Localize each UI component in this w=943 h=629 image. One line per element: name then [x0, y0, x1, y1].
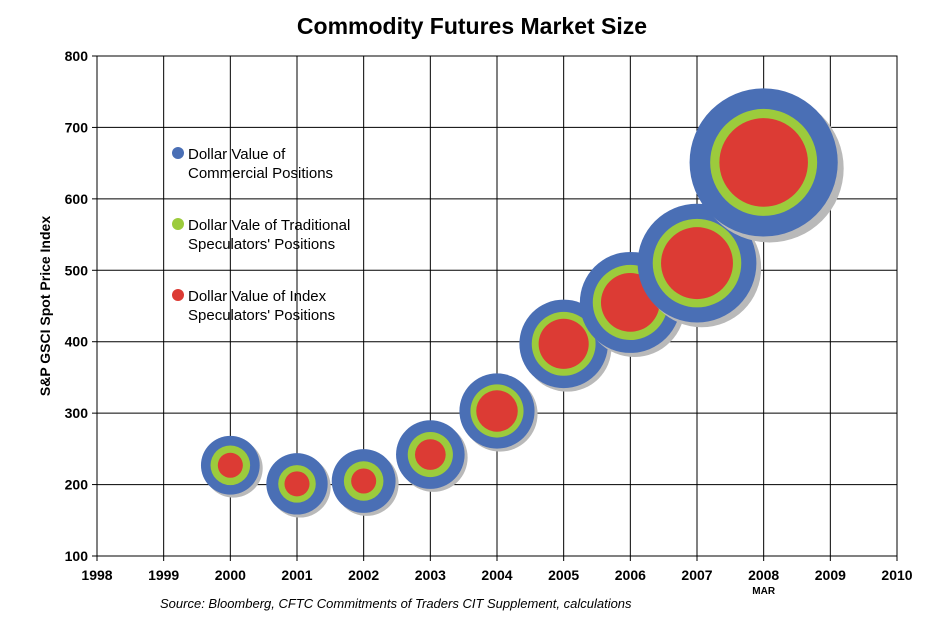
index-bubble	[719, 118, 808, 207]
x-sublabel: MAR	[752, 586, 776, 597]
legend-marker	[172, 147, 184, 159]
index-bubble	[217, 452, 243, 478]
legend-item-index: Dollar Value of Index Speculators' Positi…	[172, 288, 335, 324]
x-axis-ticks: 1998 1999 2000 2001 2002 2003 2004 2005 2006 2007…	[81, 556, 913, 597]
x-tick-label: 2000	[215, 567, 246, 583]
y-tick-label: 800	[65, 48, 89, 64]
index-bubble	[414, 439, 446, 470]
legend-label: Dollar Vale of Traditional	[188, 217, 350, 234]
chart-title: Commodity Futures Market Size	[297, 13, 647, 39]
legend-marker	[172, 289, 184, 301]
index-bubble	[661, 227, 733, 300]
bubble-2007	[637, 203, 762, 328]
legend-item-commercial: Dollar Value of Commercial Positions	[172, 146, 333, 182]
x-tick-label: 2001	[281, 567, 312, 583]
legend-label: Dollar Value of	[188, 146, 286, 163]
y-tick-label: 300	[65, 405, 89, 421]
index-bubble	[284, 471, 310, 497]
x-tick-label: 2010	[881, 567, 912, 583]
bubble-2008	[689, 88, 844, 243]
x-tick-label: 2006	[615, 567, 646, 583]
index-bubble	[538, 318, 589, 369]
x-tick-label: 1998	[81, 567, 112, 583]
x-tick-label: 2005	[548, 567, 579, 583]
legend-label: Dollar Value of Index	[188, 288, 327, 305]
y-tick-label: 400	[65, 334, 89, 350]
index-bubble	[351, 468, 377, 494]
x-tick-label: 2003	[415, 567, 446, 583]
source-note: Source: Bloomberg, CFTC Commitments of T…	[160, 596, 632, 611]
x-tick-label: 2009	[815, 567, 846, 583]
y-tick-label: 500	[65, 262, 89, 278]
legend-label: Speculators' Positions	[188, 236, 335, 253]
x-tick-label: 1999	[148, 567, 179, 583]
y-axis-label: S&P GSCI Spot Price Index	[37, 216, 53, 396]
x-tick-label: 2008	[748, 567, 779, 583]
legend-label: Speculators' Positions	[188, 307, 335, 324]
index-bubble	[476, 390, 518, 432]
y-tick-label: 600	[65, 191, 89, 207]
x-tick-label: 2002	[348, 567, 379, 583]
bubbles	[200, 88, 844, 518]
bubble-2003	[396, 420, 468, 492]
legend-item-traditional: Dollar Vale of Traditional Speculators' P…	[172, 217, 350, 253]
bubble-2004	[459, 373, 538, 452]
bubble-2001	[266, 453, 331, 518]
y-tick-label: 100	[65, 548, 89, 564]
bubble-2002	[331, 449, 399, 516]
legend-label: Commercial Positions	[188, 165, 333, 182]
y-axis-ticks: 100 200 300 400 500 600 700 800	[65, 48, 97, 564]
x-tick-label: 2007	[681, 567, 712, 583]
y-tick-label: 200	[65, 477, 89, 493]
legend-marker	[172, 218, 184, 230]
x-tick-label: 2004	[481, 567, 512, 583]
y-tick-label: 700	[65, 119, 89, 135]
bubble-2000	[200, 435, 263, 498]
